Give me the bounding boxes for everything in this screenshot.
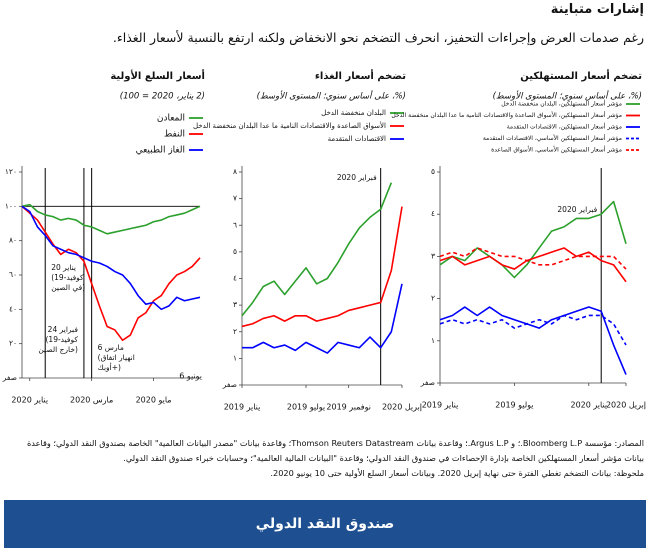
chart-subtitle: (%، على أساس سنوي؛ المستوى الأوسط): [257, 90, 406, 102]
series-line: [439, 247, 627, 270]
x-tick-label: يناير 2020: [11, 396, 48, 405]
series-line: [439, 247, 627, 283]
chart-title: تضخم أسعار الغذاء: [315, 69, 406, 82]
y-tick-label: ٨٠: [9, 236, 17, 245]
note: ملحوظة: بيانات التضخم تغطي الفترة حتى نه…: [270, 468, 644, 478]
chart-title: تضخم أسعار المستهلكين: [520, 69, 642, 82]
series-line: [21, 205, 201, 342]
x-tick-label: إبريل 2020: [606, 401, 646, 411]
y-tick-label: ٤: [431, 209, 435, 218]
x-tick-label: نوفمبر 2019: [326, 403, 371, 412]
y-tick-label: ٨: [233, 167, 237, 176]
legend-label: مؤشر أسعار المستهلكين الأساسي، الأسواق ا…: [491, 146, 622, 154]
chart-subtitle: (2 يناير، 2020 = 100): [120, 92, 205, 102]
x-tick-label: إبريل 2020: [382, 403, 422, 413]
marker-label: (انهيار اتفاق: [98, 353, 135, 362]
y-tick-label: ١: [233, 353, 237, 362]
marker-label: فبراير 2020: [337, 173, 377, 182]
charts: أسعار السلع الأولية (2 يناير، 2020 = 100)…: [2, 69, 646, 413]
legend-label: مؤشر أسعار المستهلكين، الأسواق الصاعدة و…: [391, 111, 622, 119]
sources: المصادر: مؤسسة Bloomberg L.P.؛ و Argus L…: [27, 438, 644, 463]
end-label: 6 يونيو: [179, 372, 202, 381]
footer-banner: صندوق النقد الدولي: [4, 500, 646, 548]
legend-label: الغاز الطبيعي: [136, 146, 185, 156]
legend-label: النفط: [164, 130, 185, 140]
series-line: [439, 314, 627, 346]
legend-label: مؤشر أسعار المستهلكين، البلدان منخفضة ال…: [501, 100, 622, 108]
x-tick-label: يوليو 2019: [495, 401, 533, 410]
chart-title: أسعار السلع الأولية: [110, 69, 205, 82]
series-line: [241, 206, 403, 328]
x-tick-label: يناير 2020: [570, 401, 607, 410]
legend-label: الاقتصادات المتقدمة: [328, 135, 386, 143]
y-tick-label: ١٢٠: [5, 167, 17, 176]
y-tick-label: ٣: [431, 251, 435, 260]
marker-label: (كوفيد-19: [45, 335, 78, 344]
x-tick-label: يناير 2019: [422, 401, 459, 410]
marker-label: (كوفيد-19: [51, 273, 84, 282]
y-tick-label: ٢: [233, 327, 237, 336]
y-tick-label: ١: [431, 336, 435, 345]
series-line: [241, 182, 393, 317]
page-title: إشارات متباينة: [550, 2, 644, 17]
y-tick-label: ٤٠: [9, 304, 17, 313]
page-subtitle: رغم صدمات العرض وإجراءات التحفيز، انحرف …: [112, 30, 644, 45]
marker-label: أوبك+): [98, 362, 121, 372]
x-tick-label: يناير 2019: [224, 403, 261, 412]
marker-label: في الصين): [51, 283, 85, 292]
series-line: [439, 306, 627, 375]
y-tick-label: صفر: [420, 378, 435, 387]
series-line: [21, 205, 201, 311]
x-tick-label: مايو 2020: [136, 396, 172, 405]
chart-subtitle: (%، على أساس سنوي؛ المستوى الأوسط): [493, 90, 642, 102]
marker-label: 6 مارس: [98, 343, 124, 352]
legend-label: مؤشر أسعار المستهلكين الأساسي، الاقتصادا…: [483, 134, 622, 142]
notes: المصادر: مؤسسة Bloomberg L.P.؛ و Argus L…: [6, 436, 644, 481]
series-line: [21, 203, 201, 235]
y-tick-label: ٥: [431, 167, 435, 176]
footer-label: صندوق النقد الدولي: [255, 516, 395, 532]
y-tick-label: ٢: [431, 294, 435, 303]
legend-label: المعادن: [157, 114, 185, 124]
y-tick-label: صفر: [222, 380, 237, 389]
y-tick-label: صفر: [2, 373, 17, 382]
series-line: [439, 200, 627, 279]
x-tick-label: مارس 2020: [70, 396, 113, 405]
legend-label: مؤشر أسعار المستهلكين، الاقتصادات المتقد…: [507, 123, 622, 131]
marker-label: 20 يناير: [51, 263, 76, 272]
y-tick-label: ١٠٠: [5, 201, 17, 210]
y-tick-label: ٤: [233, 274, 237, 283]
legend-label: البلدان منخفضة الدخل: [321, 109, 386, 117]
y-tick-label: ٢٠: [9, 339, 17, 348]
series-line: [242, 283, 403, 354]
marker-label: فبراير 2020: [557, 205, 597, 214]
y-tick-label: ٦: [233, 220, 237, 229]
y-tick-label: ٧: [233, 194, 237, 203]
y-tick-label: ٥: [233, 247, 237, 256]
marker-label: خارج الصين): [38, 345, 78, 354]
y-tick-label: ٣: [233, 300, 237, 309]
y-tick-label: ٦٠: [9, 270, 17, 279]
x-tick-label: يوليو 2019: [287, 403, 325, 412]
marker-label: 24 فبراير: [48, 325, 79, 334]
legend-label: الأسواق الصاعدة والاقتصادات النامية ما ع…: [193, 121, 386, 130]
